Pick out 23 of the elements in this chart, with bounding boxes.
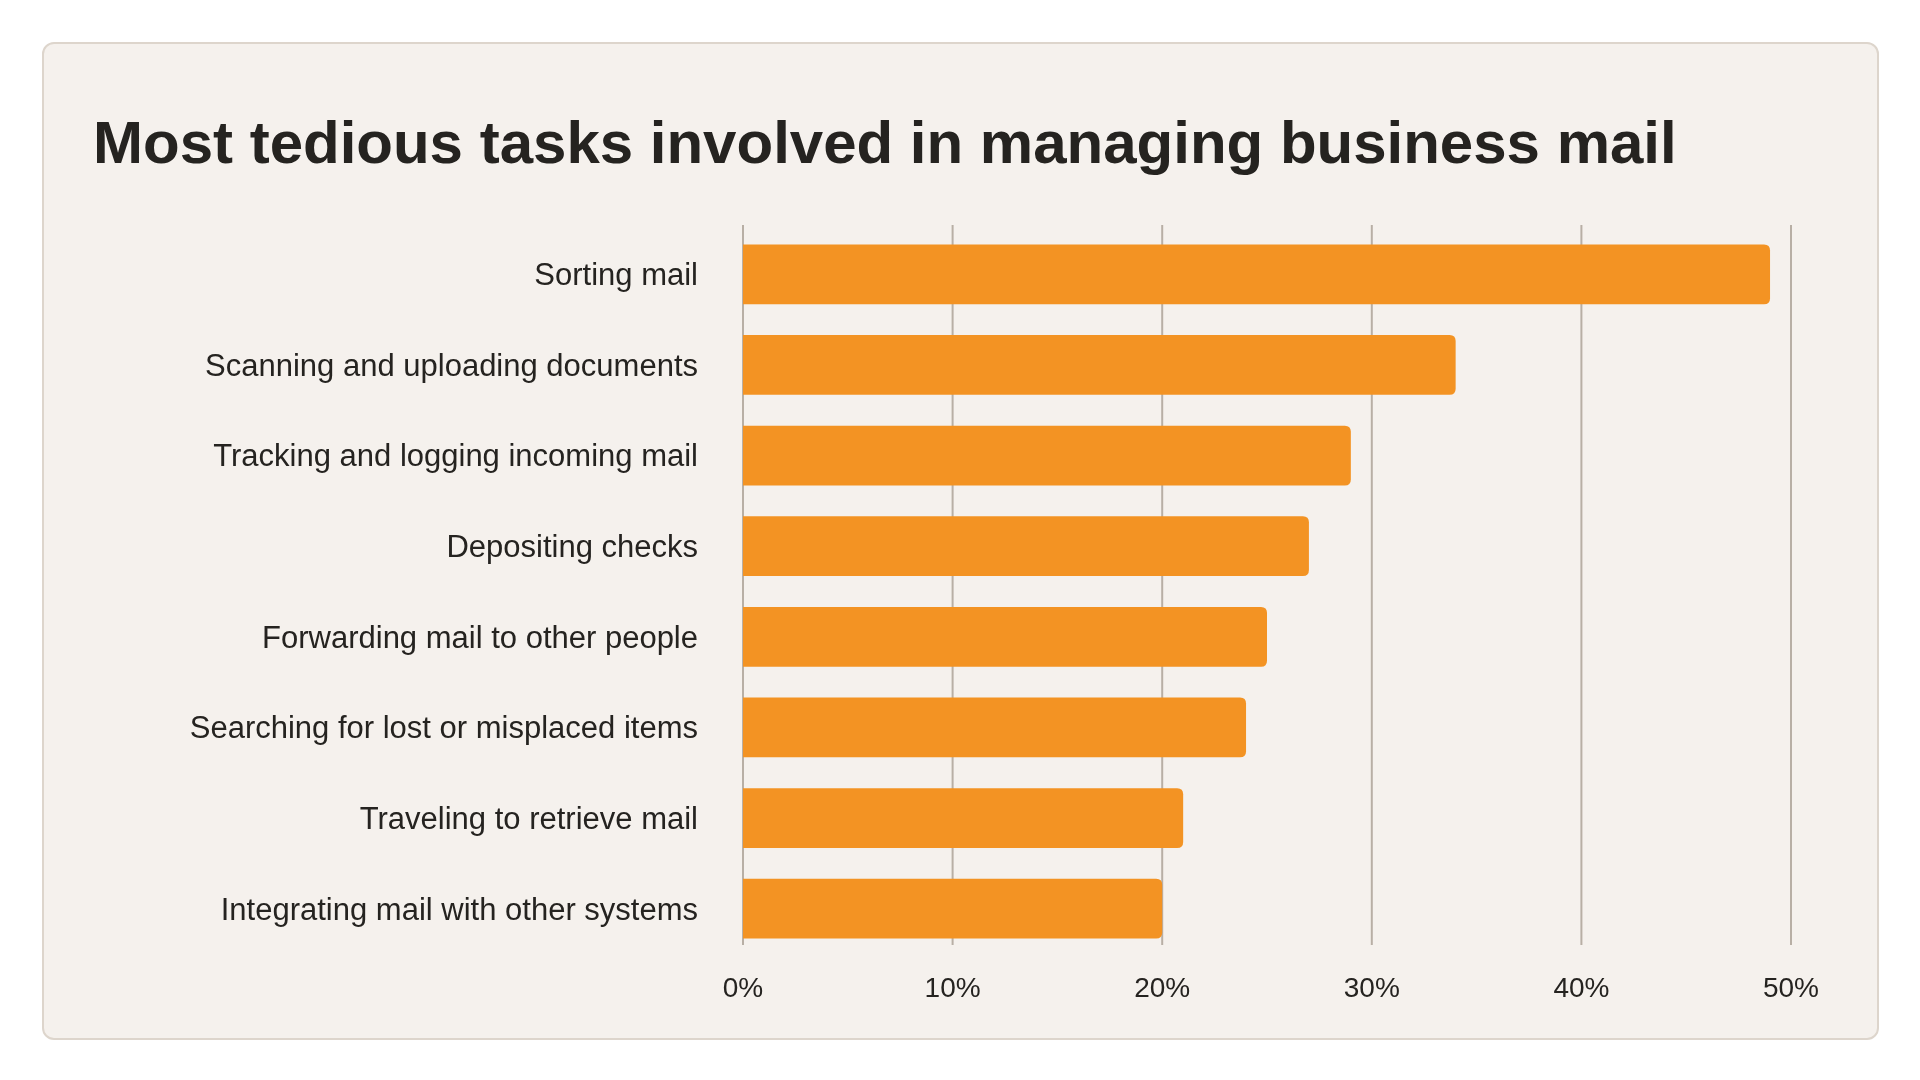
- x-tick-label: 20%: [1134, 971, 1191, 1003]
- x-tick-label: 0%: [722, 971, 764, 1003]
- bar: [743, 244, 1771, 305]
- chart-title: Most tedious tasks involved in managing business mail: [93, 109, 1677, 176]
- bar: [743, 697, 1247, 758]
- y-tick-label: Forwarding mail to other people: [262, 619, 698, 655]
- x-tick-label: 50%: [1762, 971, 1820, 1003]
- bar: [743, 425, 1351, 486]
- y-tick-label: Searching for lost or misplaced items: [189, 710, 698, 746]
- y-tick-label: Depositing checks: [446, 529, 698, 565]
- bar: [743, 878, 1163, 939]
- x-tick-label: 40%: [1553, 971, 1610, 1003]
- y-tick-label: Integrating mail with other systems: [220, 891, 698, 927]
- bar: [743, 606, 1267, 667]
- x-tick-label: 10%: [924, 971, 981, 1003]
- y-tick-label: Sorting mail: [534, 257, 698, 293]
- y-tick-label: Scanning and uploading documents: [205, 347, 698, 383]
- bar: [743, 516, 1309, 577]
- y-tick-label: Traveling to retrieve mail: [359, 800, 698, 836]
- bar: [743, 335, 1456, 395]
- x-tick-label: 30%: [1343, 971, 1400, 1003]
- y-tick-label: Tracking and logging incoming mail: [213, 438, 698, 474]
- bar: [743, 788, 1184, 848]
